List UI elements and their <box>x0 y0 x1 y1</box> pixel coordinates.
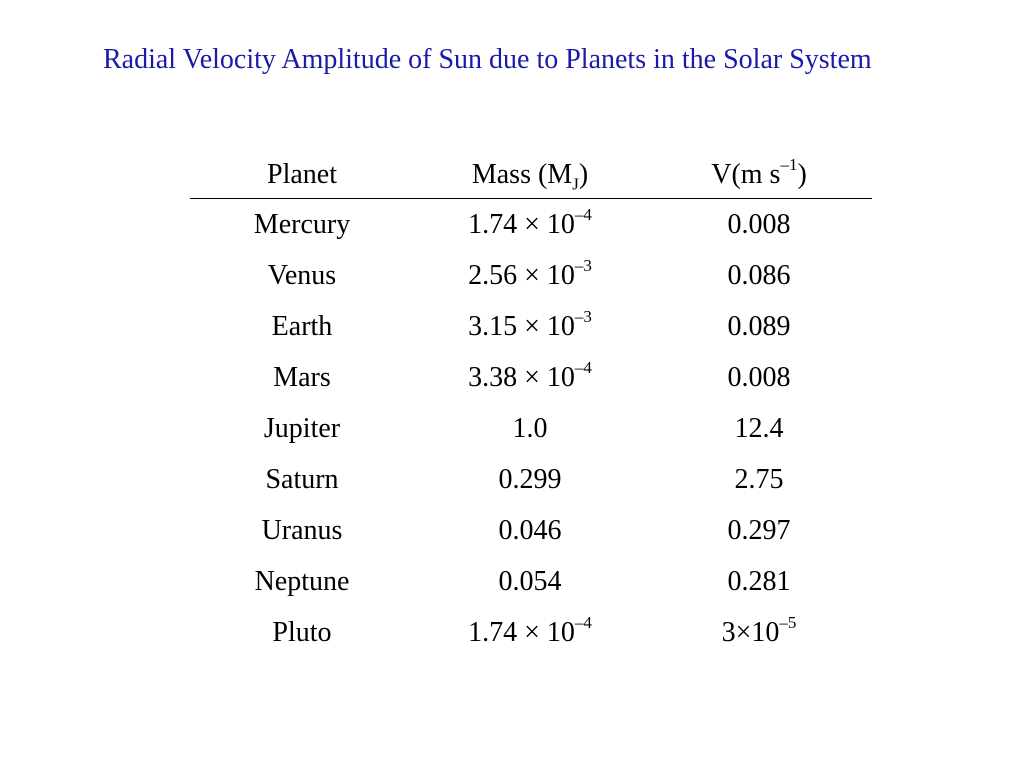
header-velocity-text: V(m s <box>711 158 781 190</box>
header-velocity-superscript: –1 <box>780 155 798 175</box>
cell-velocity: 3×10–5 <box>646 607 872 658</box>
cell-mass-exponent: –4 <box>574 358 592 378</box>
cell-planet: Mars <box>273 361 331 393</box>
table-row: Earth 3.15 × 10–3 0.089 <box>190 301 872 352</box>
header-mass-subscript: J <box>572 174 579 194</box>
header-row: Planet Mass (MJ) V(m s–1) <box>190 151 872 199</box>
planet-data-table: Planet Mass (MJ) V(m s–1) Mercury 1.74 × … <box>190 151 872 658</box>
cell-mass-value: 0.046 <box>498 514 562 546</box>
cell-mass-value: 2.56 × 10 <box>468 259 575 291</box>
cell-velocity: 0.089 <box>646 301 872 352</box>
cell-mass-value: 3.38 × 10 <box>468 361 575 393</box>
table-row: Neptune 0.054 0.281 <box>190 556 872 607</box>
cell-planet: Saturn <box>265 463 339 495</box>
cell-mass-value: 3.15 × 10 <box>468 310 575 342</box>
header-mass-close: ) <box>578 158 589 190</box>
cell-planet: Venus <box>267 259 337 291</box>
cell-mass-exponent: –3 <box>574 307 592 327</box>
cell-mass: 0.299 <box>414 454 646 505</box>
slide-title: Radial Velocity Amplitude of Sun due to … <box>103 44 872 75</box>
cell-mass-value: 1.74 × 10 <box>468 616 575 648</box>
cell-mass: 3.15 × 10–3 <box>414 301 646 352</box>
cell-planet: Neptune <box>254 565 350 597</box>
cell-mass-value: 0.054 <box>498 565 562 597</box>
table-row: Venus 2.56 × 10–3 0.086 <box>190 250 872 301</box>
table-body: Mercury 1.74 × 10–4 0.008 Venus 2.56 × 10–3 0… <box>190 199 872 659</box>
cell-planet: Uranus <box>261 514 343 546</box>
cell-velocity-value: 0.281 <box>727 565 791 597</box>
cell-planet: Mercury <box>253 208 351 240</box>
cell-mass-exponent: –3 <box>574 256 592 276</box>
table-row: Mars 3.38 × 10–4 0.008 <box>190 352 872 403</box>
cell-velocity: 0.008 <box>646 199 872 251</box>
cell-planet: Pluto <box>272 616 332 648</box>
cell-mass: 1.74 × 10–4 <box>414 199 646 251</box>
cell-planet: Jupiter <box>263 412 341 444</box>
table-row: Saturn 0.299 2.75 <box>190 454 872 505</box>
table-row: Uranus 0.046 0.297 <box>190 505 872 556</box>
cell-velocity-value: 12.4 <box>734 412 784 444</box>
cell-velocity-exponent: –5 <box>779 613 797 633</box>
cell-mass: 1.0 <box>414 403 646 454</box>
table-header: Planet Mass (MJ) V(m s–1) <box>190 151 872 199</box>
cell-velocity-value: 2.75 <box>734 463 784 495</box>
header-planet: Planet <box>190 151 414 199</box>
cell-velocity: 0.086 <box>646 250 872 301</box>
cell-velocity-value: 0.008 <box>727 208 791 240</box>
header-velocity: V(m s–1) <box>646 151 872 199</box>
cell-velocity-value: 0.297 <box>727 514 791 546</box>
cell-velocity-value: 0.086 <box>727 259 791 291</box>
cell-mass-value: 0.299 <box>498 463 562 495</box>
table-row: Mercury 1.74 × 10–4 0.008 <box>190 199 872 251</box>
cell-mass: 2.56 × 10–3 <box>414 250 646 301</box>
table-row: Jupiter 1.0 12.4 <box>190 403 872 454</box>
cell-mass: 0.046 <box>414 505 646 556</box>
cell-mass-exponent: –4 <box>574 613 592 633</box>
cell-velocity-value: 0.089 <box>727 310 791 342</box>
cell-velocity: 0.281 <box>646 556 872 607</box>
header-mass: Mass (MJ) <box>414 151 646 199</box>
cell-velocity: 0.008 <box>646 352 872 403</box>
cell-velocity: 0.297 <box>646 505 872 556</box>
cell-mass-value: 1.0 <box>512 412 548 444</box>
cell-velocity: 2.75 <box>646 454 872 505</box>
header-mass-text: Mass (M <box>471 158 573 190</box>
cell-planet: Earth <box>271 310 333 342</box>
header-velocity-close: ) <box>797 158 807 190</box>
cell-mass: 3.38 × 10–4 <box>414 352 646 403</box>
cell-velocity: 12.4 <box>646 403 872 454</box>
cell-mass-exponent: –4 <box>574 205 592 225</box>
cell-mass: 0.054 <box>414 556 646 607</box>
cell-mass-value: 1.74 × 10 <box>468 208 575 240</box>
cell-mass: 1.74 × 10–4 <box>414 607 646 658</box>
cell-velocity-value: 0.008 <box>727 361 791 393</box>
cell-velocity-value: 3×10 <box>721 616 780 648</box>
table-row: Pluto 1.74 × 10–4 3×10–5 <box>190 607 872 658</box>
